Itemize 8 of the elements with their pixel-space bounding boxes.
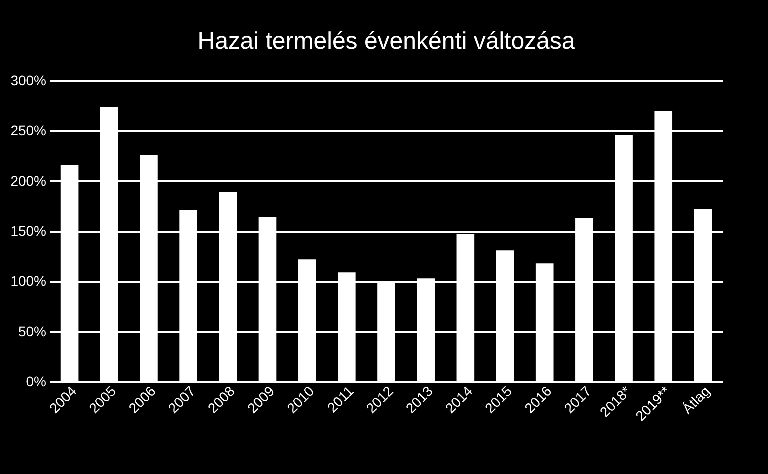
chart-title: Hazai termelés évenkénti változása: [198, 28, 576, 55]
y-tick-label: 100%: [10, 273, 46, 290]
y-tick-label: 300%: [10, 72, 46, 88]
y-tick-label: 150%: [10, 223, 46, 239]
y-tick-label: 200%: [10, 172, 46, 189]
y-tick-label: 250%: [10, 122, 46, 139]
y-tick-label: 0%: [26, 374, 46, 390]
y-tick-label: 50%: [18, 323, 46, 340]
